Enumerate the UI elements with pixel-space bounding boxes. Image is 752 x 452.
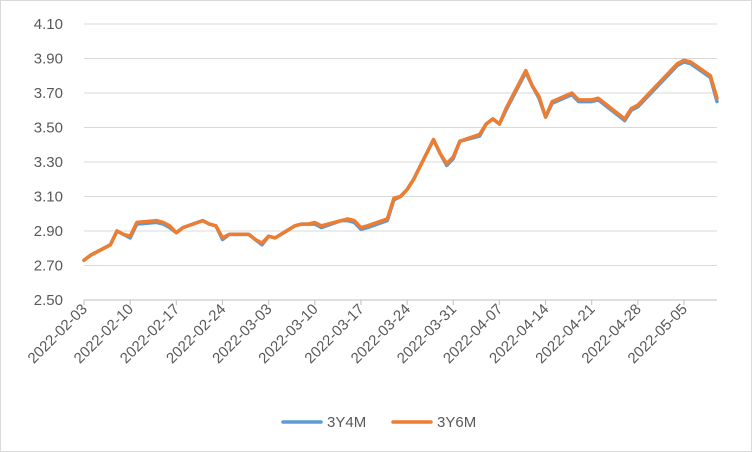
y-tick-label: 3.10 bbox=[34, 189, 63, 206]
y-tick-label: 2.90 bbox=[34, 223, 63, 240]
y-tick-label: 3.30 bbox=[34, 154, 63, 171]
legend: 3Y4M 3Y6M bbox=[281, 414, 476, 431]
y-tick-label: 3.50 bbox=[34, 120, 63, 137]
x-axis: 2022-02-032022-02-102022-02-172022-02-24… bbox=[25, 299, 717, 367]
legend-label: 3Y6M bbox=[437, 414, 476, 431]
y-tick-label: 3.90 bbox=[34, 51, 63, 68]
y-tick-label: 2.70 bbox=[34, 258, 63, 275]
series-line-3y6m bbox=[82, 58, 719, 263]
y-axis-ticks: 2.50 2.70 2.90 3.10 3.30 3.50 3.70 3.90 4.10 bbox=[34, 16, 63, 309]
y-tick-label: 2.50 bbox=[34, 292, 63, 309]
y-tick-label: 3.70 bbox=[34, 85, 63, 102]
y-tick-label: 4.10 bbox=[34, 16, 63, 33]
legend-label: 3Y4M bbox=[327, 414, 366, 431]
series-lines bbox=[82, 58, 719, 263]
